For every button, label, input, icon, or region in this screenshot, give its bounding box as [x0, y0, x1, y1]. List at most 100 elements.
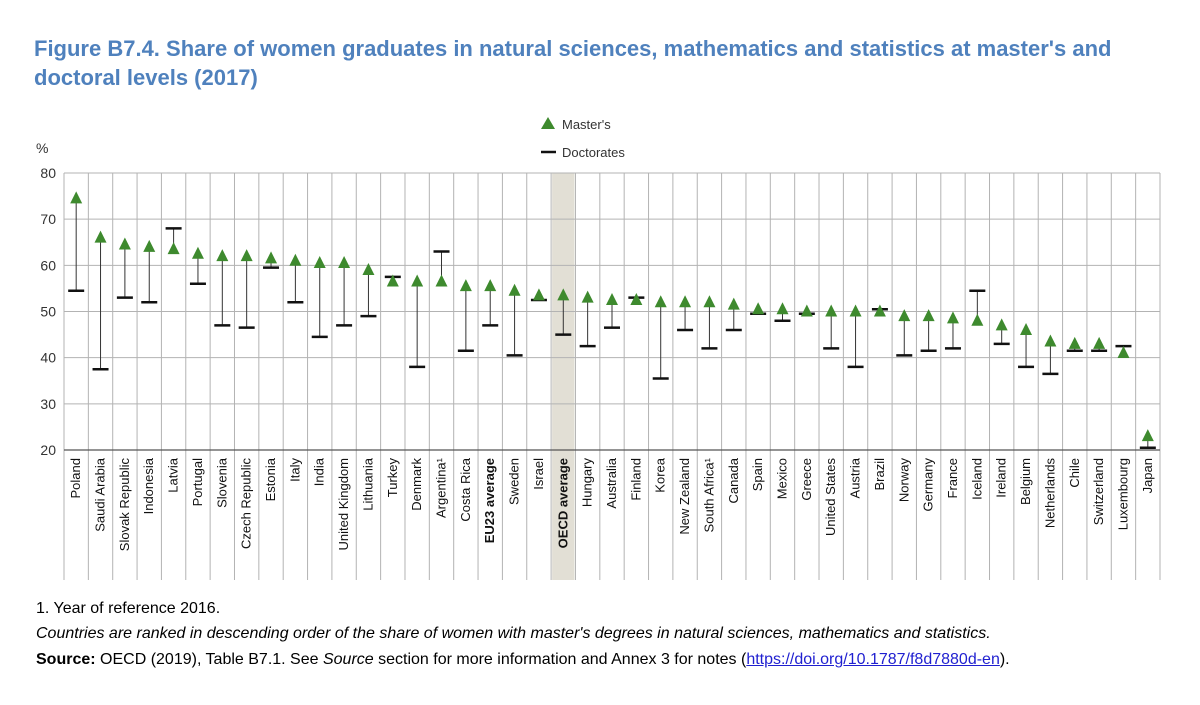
x-tick-label: EU23 average: [482, 458, 497, 543]
masters-marker: [995, 318, 1008, 331]
y-tick-label: 20: [40, 442, 56, 458]
x-tick-label: Austria: [848, 457, 863, 498]
masters-marker: [338, 256, 351, 269]
masters-marker: [849, 304, 862, 317]
legend-doctorates-label: Doctorates: [562, 145, 625, 160]
x-tick-label: Israel: [531, 458, 546, 490]
y-tick-label: 40: [40, 350, 56, 366]
legend-masters-label: Master's: [562, 117, 611, 132]
masters-marker: [362, 262, 375, 275]
x-tick-label: Latvia: [166, 457, 181, 492]
range-layer: [75, 198, 1149, 448]
x-tick-label: Hungary: [580, 458, 595, 508]
masters-marker: [703, 295, 716, 308]
x-tick-label: Sweden: [507, 458, 522, 505]
masters-marker: [289, 253, 302, 266]
masters-marker: [898, 309, 911, 322]
masters-marker: [1093, 336, 1106, 349]
highlight-layer: [552, 173, 575, 580]
x-tick-label: Switzerland: [1091, 458, 1106, 525]
masters-marker: [191, 246, 204, 259]
masters-marker: [922, 309, 935, 322]
chart: 20 30 40 50 60 70 80% Poland Saudi Arabia Slovak …: [36, 117, 1161, 580]
masters-marker: [630, 292, 643, 305]
x-tick-label: United Kingdom: [336, 458, 351, 551]
masters-marker: [435, 274, 448, 287]
x-tick-label: Mexico: [774, 458, 789, 499]
x-tick-label: Costa Rica: [458, 457, 473, 521]
masters-marker: [800, 304, 813, 317]
x-tick-label: Slovenia: [214, 457, 229, 508]
x-tick-label: Poland: [68, 458, 83, 498]
source-note: Source: OECD (2019), Table B7.1. See Sou…: [36, 651, 1010, 669]
masters-marker: [1117, 346, 1130, 359]
footnote: 1. Year of reference 2016.: [36, 600, 221, 617]
highlight-band: [552, 173, 575, 580]
x-tick-label: OECD average: [555, 458, 570, 548]
x-tick-label: Iceland: [969, 458, 984, 500]
x-tick-label: Norway: [896, 458, 911, 503]
x-tick-label: Japan: [1140, 458, 1155, 493]
y-tick-label: 70: [40, 211, 56, 227]
masters-marker: [240, 249, 253, 262]
masters-marker: [1141, 429, 1154, 442]
legend: Master's Doctorates: [541, 117, 625, 160]
x-tick-label: France: [945, 458, 960, 498]
x-tick-label: Spain: [750, 458, 765, 491]
source-text-2: section for more information and Annex 3…: [373, 651, 747, 668]
x-tick-label: Argentina¹: [434, 457, 449, 518]
masters-marker: [508, 283, 521, 296]
masters-marker: [873, 304, 886, 317]
masters-marker: [532, 288, 545, 301]
masters-marker: [654, 295, 667, 308]
grid-layer: [63, 172, 1161, 580]
masters-marker: [1044, 334, 1057, 347]
masters-marker: [971, 313, 984, 326]
masters-marker: [265, 251, 278, 264]
x-tick-label: Czech Republic: [239, 458, 254, 550]
masters-marker: [216, 249, 229, 262]
masters-marker: [825, 304, 838, 317]
masters-marker: [118, 237, 131, 250]
x-tick-label: Turkey: [385, 458, 400, 498]
masters-marker: [143, 239, 156, 252]
x-tick-label: Slovak Republic: [117, 458, 132, 552]
marker-layer: [68, 191, 1156, 449]
masters-marker: [946, 311, 959, 324]
source-text-1: OECD (2019), Table B7.1. See: [95, 651, 323, 668]
x-tick-label: Germany: [921, 458, 936, 512]
x-tick-label: India: [312, 457, 327, 486]
x-tick-label: Estonia: [263, 457, 278, 501]
ranking-note: Countries are ranked in descending order…: [36, 625, 991, 642]
masters-marker: [1068, 336, 1081, 349]
y-axis-label: %: [36, 140, 48, 156]
x-tick-label: Denmark: [409, 458, 424, 511]
x-tick-label: South Africa¹: [701, 457, 716, 532]
source-link[interactable]: https://doi.org/10.1787/f8d7880d-en: [746, 651, 1000, 668]
x-tick-label: Finland: [628, 458, 643, 501]
source-italic: Source: [322, 651, 374, 668]
masters-marker: [386, 274, 399, 287]
x-tick-label: Belgium: [1018, 458, 1033, 505]
x-tick-label: Korea: [653, 457, 668, 492]
x-tick-label: Netherlands: [1042, 458, 1057, 529]
masters-marker: [70, 191, 83, 204]
x-tick-label: New Zealand: [677, 458, 692, 535]
masters-marker: [459, 279, 472, 292]
masters-marker: [752, 302, 765, 315]
x-tick-label: Italy: [287, 458, 302, 482]
masters-marker: [411, 274, 424, 287]
x-tick-label: Indonesia: [141, 457, 156, 514]
x-tick-label: Portugal: [190, 458, 205, 507]
y-tick-label: 60: [40, 257, 56, 273]
y-tick-label: 80: [40, 165, 56, 181]
x-tick-label: Greece: [799, 458, 814, 501]
source-text-3: ).: [999, 651, 1010, 668]
source-label: Source:: [36, 651, 96, 668]
legend-masters-icon: [541, 117, 555, 129]
masters-marker: [1020, 322, 1033, 335]
masters-marker: [606, 292, 618, 305]
x-tick-label: Lithuania: [360, 457, 375, 511]
masters-marker: [484, 279, 497, 292]
masters-marker: [679, 295, 692, 308]
